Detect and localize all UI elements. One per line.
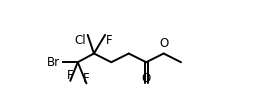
Text: F: F xyxy=(83,72,90,85)
Text: O: O xyxy=(141,72,151,85)
Text: F: F xyxy=(106,34,113,47)
Text: F: F xyxy=(67,69,74,82)
Text: O: O xyxy=(160,37,169,50)
Text: Cl: Cl xyxy=(75,34,86,47)
Text: Br: Br xyxy=(47,56,60,69)
